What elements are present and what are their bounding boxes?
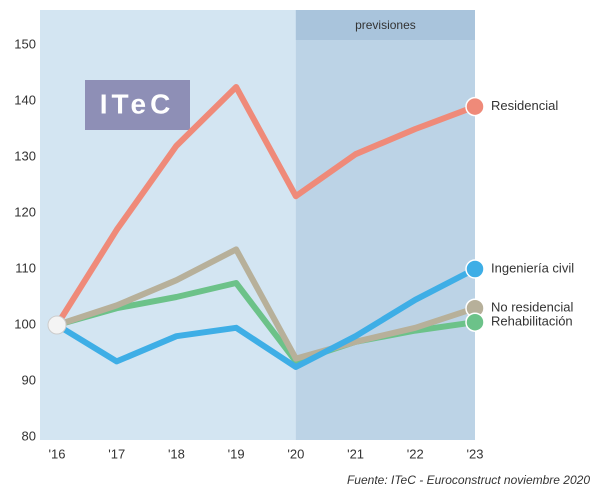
y-tick-label: 110 [15, 260, 36, 275]
start-marker [47, 315, 67, 335]
x-tick-label: '23 [467, 446, 484, 461]
y-tick-label: 140 [14, 92, 36, 107]
legend-label: Rehabilitación [491, 314, 573, 329]
x-tick-label: '16 [49, 446, 66, 461]
legend-label: No residencial [491, 300, 573, 315]
x-tick-label: '20 [287, 446, 304, 461]
x-tick-label: '21 [347, 446, 364, 461]
series-line [54, 84, 478, 328]
annotation: previsiones [355, 18, 416, 32]
y-tick-label: 150 [14, 36, 36, 51]
x-tick-label: '22 [407, 446, 424, 461]
end-marker [465, 259, 485, 279]
y-tick-label: 120 [14, 204, 36, 219]
x-tick-label: '17 [108, 446, 125, 461]
end-marker [465, 96, 485, 117]
y-tick-label: 130 [14, 148, 36, 163]
logo: ITeC [100, 88, 175, 119]
x-tick-label: '19 [228, 446, 245, 461]
y-tick-label: 90 [22, 372, 36, 387]
y-tick-label: 100 [14, 316, 36, 331]
forecast-region [295, 10, 475, 440]
source: Fuente: ITeC - Euroconstruct noviembre 2… [347, 473, 590, 487]
legend-label: Residencial [491, 98, 558, 113]
series-line [54, 246, 478, 362]
logo-box [85, 80, 190, 130]
x-tick-label: '18 [168, 446, 185, 461]
forecast-header [295, 10, 475, 40]
series-line [54, 266, 478, 370]
legend-label: Ingeniería civil [491, 260, 574, 275]
y-tick-label: 80 [22, 428, 36, 443]
end-marker [465, 312, 485, 332]
